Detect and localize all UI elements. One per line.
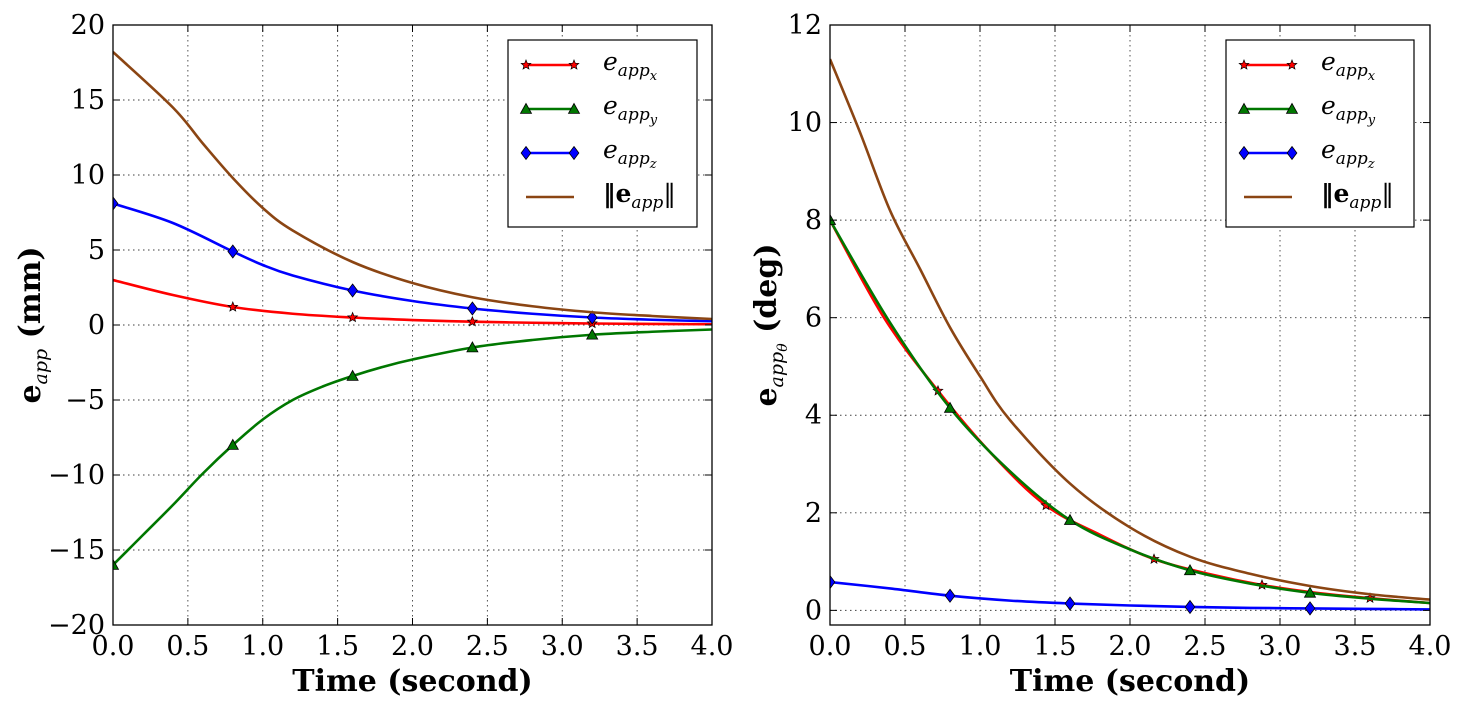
- legend-label-e_app_z: eappz: [1321, 135, 1375, 172]
- legend-label-e_app_y: eappy: [1321, 91, 1376, 128]
- legend-marker-e_app_z: [568, 145, 580, 161]
- series-line-e_app_y: [113, 328, 712, 566]
- legend-label-e_app_z: eappz: [603, 135, 657, 172]
- legend-label-e_app_x: eappx: [603, 47, 658, 84]
- x-tick-label: 4.0: [691, 631, 734, 662]
- marker-e_app_z: [944, 588, 956, 603]
- marker-e_app_y: [346, 369, 359, 381]
- y-tick-label: −5: [65, 385, 105, 416]
- legend-marker-e_app_y: [519, 102, 533, 114]
- marker-e_app_z: [1184, 599, 1196, 615]
- data-area: [830, 58, 1430, 616]
- x-tick-label: 0.0: [809, 631, 852, 662]
- x-axis-label: Time (second): [1010, 664, 1250, 699]
- legend-marker-e_app_z: [520, 145, 532, 161]
- y-tick-label: 4: [805, 400, 822, 431]
- y-axis-label: eappθ (deg): [749, 243, 791, 406]
- y-tick-label: 15: [71, 85, 105, 116]
- marker-e_app_z: [586, 310, 598, 325]
- x-tick-label: 2.0: [1109, 631, 1152, 662]
- y-tick-label: 12: [788, 10, 822, 41]
- series-line-e_app_z: [830, 580, 1430, 611]
- y-tick-label: 0: [805, 595, 822, 626]
- marker-e_app_z: [227, 244, 239, 259]
- legend-label-norm_e_app: ‖eapp‖: [1321, 179, 1394, 213]
- legend-marker-e_app_y: [1285, 102, 1299, 114]
- y-tick-label: 10: [788, 108, 822, 139]
- y-tick-label: 10: [71, 160, 105, 191]
- legend-marker-e_app_y: [567, 102, 581, 114]
- data-area: [113, 51, 712, 570]
- marker-e_app_z: [1304, 601, 1316, 616]
- legend-label-e_app_y: eappy: [603, 91, 658, 128]
- x-tick-label: 4.0: [1409, 631, 1452, 662]
- x-tick-label: 1.0: [241, 631, 284, 662]
- legend-marker-e_app_z: [1238, 145, 1250, 161]
- legend-marker-e_app_x: [1238, 59, 1250, 70]
- x-tick-label: 3.5: [616, 631, 659, 662]
- x-tick-label: 2.5: [466, 631, 509, 662]
- marker-e_app_y: [1303, 586, 1317, 598]
- marker-e_app_z: [113, 196, 119, 211]
- series-line-e_app_y: [830, 219, 1430, 605]
- x-tick-label: 2.0: [391, 631, 434, 662]
- x-tick-label: 1.0: [959, 631, 1002, 662]
- y-tick-label: 2: [805, 498, 822, 529]
- marker-e_app_y: [586, 328, 599, 340]
- marker-e_app_x: [227, 301, 239, 312]
- y-axis-label: eapp (mm): [13, 246, 52, 403]
- x-tick-label: 3.5: [1334, 631, 1377, 662]
- x-tick-label: 3.0: [1259, 631, 1302, 662]
- series-line-norm_e_app: [830, 58, 1430, 601]
- marker-e_app_x: [466, 315, 479, 327]
- series-line-norm_e_app: [113, 51, 712, 321]
- y-tick-label: −15: [48, 535, 105, 566]
- legend-marker-e_app_z: [1286, 145, 1298, 161]
- legend: eappx eappy eappz ‖eapp‖: [507, 39, 698, 228]
- y-tick-label: −10: [48, 460, 105, 491]
- x-tick-label: 0.5: [166, 631, 209, 662]
- legend-label-norm_e_app: ‖eapp‖: [603, 179, 676, 213]
- x-axis-label: Time (second): [292, 664, 532, 699]
- legend: eappx eappy eappz ‖eapp‖: [1225, 39, 1415, 228]
- marker-e_app_y: [1183, 564, 1197, 576]
- x-tick-label: 2.5: [1184, 631, 1227, 662]
- x-tick-label: 0.5: [884, 631, 927, 662]
- y-tick-label: 20: [71, 10, 105, 41]
- x-tick-label: 1.5: [316, 631, 359, 662]
- marker-e_app_y: [943, 401, 957, 413]
- legend-label-e_app_x: eappx: [1321, 47, 1376, 84]
- y-tick-label: 0: [88, 310, 105, 341]
- y-tick-label: 6: [805, 303, 822, 334]
- marker-e_app_z: [1064, 596, 1076, 611]
- x-tick-label: 3.0: [541, 631, 584, 662]
- y-tick-label: 5: [88, 235, 105, 266]
- legend-marker-e_app_y: [1237, 102, 1251, 114]
- marker-e_app_z: [830, 574, 836, 590]
- x-tick-label: 1.5: [1034, 631, 1077, 662]
- marker-e_app_z: [467, 301, 478, 316]
- chart-panel-2: 0.0 0.5 1.0 1.5 2.0 2.5 3.0 3.5 4.0 0 2 4 6 8 10 12 Time…: [749, 10, 1451, 699]
- marker-e_app_z: [347, 283, 358, 298]
- legend-marker-e_app_x: [568, 59, 580, 70]
- marker-e_app_y: [830, 213, 837, 225]
- legend-marker-e_app_x: [520, 59, 532, 70]
- x-tick-label: 0.0: [92, 631, 135, 662]
- y-tick-label: 8: [805, 205, 822, 236]
- chart-panel-1: 0.0 0.5 1.0 1.5 2.0 2.5 3.0 3.5 4.0 −20 −15 −10 −5 0 5…: [13, 10, 733, 699]
- y-tick-label: −20: [48, 610, 105, 641]
- series-line-e_app_x: [113, 278, 712, 326]
- marker-e_app_y: [466, 341, 479, 353]
- legend-marker-e_app_x: [1286, 59, 1298, 70]
- marker-e_app_y: [1063, 513, 1077, 525]
- marker-e_app_y: [113, 558, 120, 570]
- marker-e_app_y: [226, 438, 239, 450]
- marker-e_app_x: [346, 311, 359, 323]
